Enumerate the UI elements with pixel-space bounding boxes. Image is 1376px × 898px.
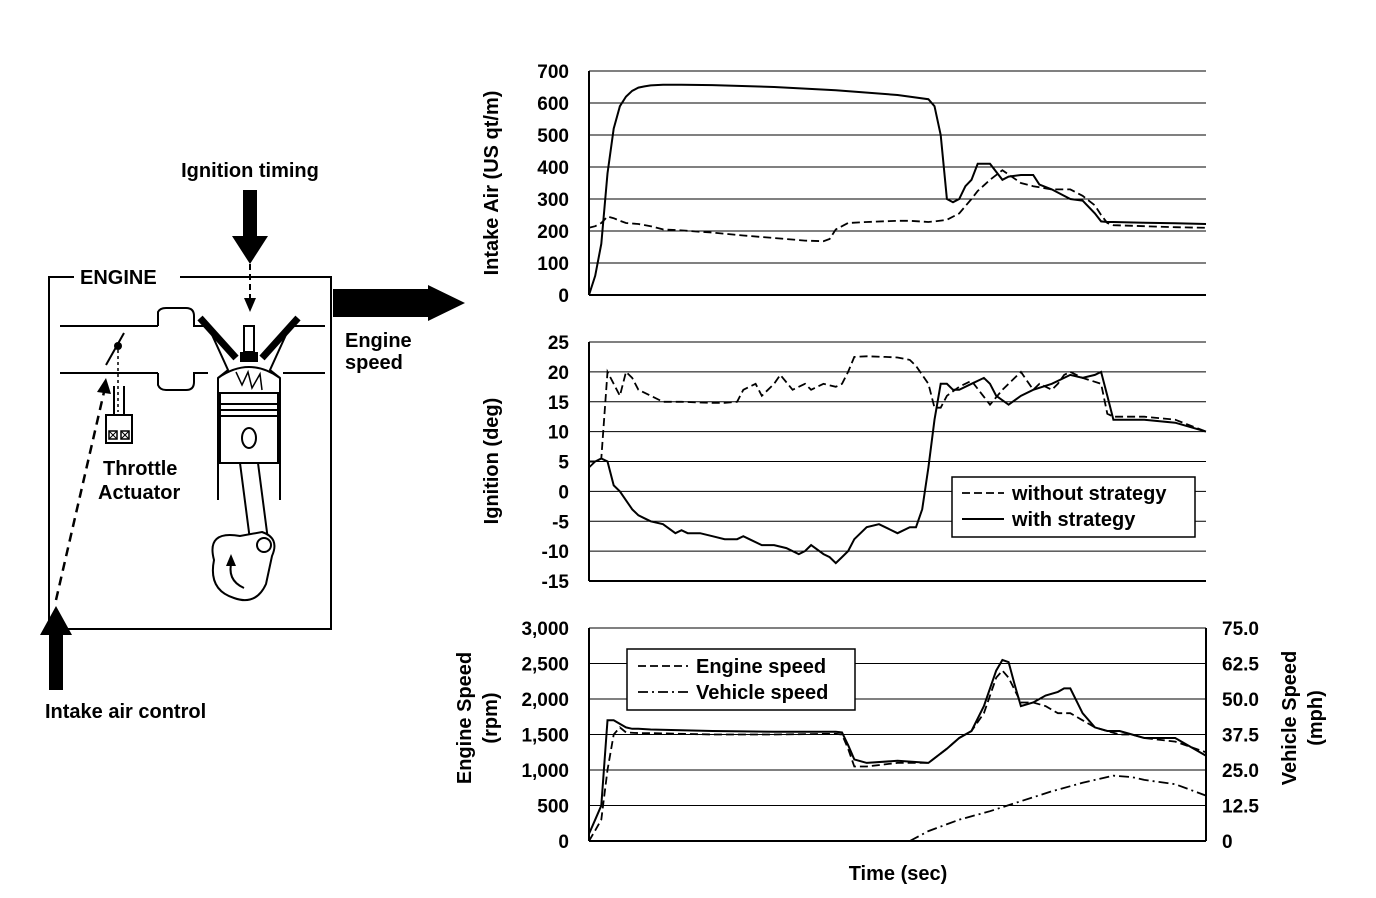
intake-dashed-line [54, 391, 106, 601]
y-tick-label: 100 [537, 254, 569, 275]
engine-speed-ylabel-line1: Engine Speed [454, 652, 476, 784]
speed-legend: Engine speed Vehicle speed [626, 648, 856, 711]
ignition-timing-label: Ignition timing [181, 160, 319, 182]
y-tick-label: 200 [537, 222, 569, 243]
y2-tick-label: 37.5 [1222, 726, 1259, 747]
y-tick-label: 20 [548, 363, 569, 384]
speed-chart: 0 500 1,000 1,500 2,000 2,500 3,000 0 12.5 25.0 3… [454, 619, 1327, 885]
engine-label: ENGINE [80, 267, 157, 289]
y-tick-label: 1,000 [521, 761, 569, 782]
y-tick-label: 2,000 [521, 690, 569, 711]
y-tick-label: 1,500 [521, 726, 569, 747]
legend-engine-speed: Engine speed [696, 656, 826, 678]
y-tick-label: -15 [542, 572, 570, 593]
y-tick-label: 25 [548, 333, 570, 354]
y-tick-label: -10 [542, 542, 569, 563]
time-xlabel: Time (sec) [849, 863, 948, 885]
throttle-label-1: Throttle [103, 458, 177, 480]
y-tick-label: 600 [537, 94, 569, 115]
intake-air-control-label: Intake air control [45, 701, 206, 723]
engine-speed-label-1: Engine [345, 330, 412, 352]
intake-arrow-shaft [49, 635, 63, 690]
engine-speed-ylabel-line2: (rpm) [480, 692, 502, 743]
y2-tick-label: 62.5 [1222, 655, 1259, 676]
series-line-0-0 [588, 83, 1207, 296]
y-tick-label: 10 [548, 423, 569, 444]
ignition-legend: without strategy with strategy [951, 476, 1196, 538]
y-tick-label: 700 [537, 62, 569, 83]
y-tick-label: 3,000 [521, 619, 569, 640]
y-tick-label: 500 [537, 126, 569, 147]
series-line-2-2 [909, 774, 1207, 842]
intake-dashed-arrowhead-icon [97, 378, 111, 394]
engine-speed-label-2: speed [345, 352, 403, 374]
y-tick-label: 0 [558, 482, 569, 503]
y-tick-label: 0 [558, 832, 569, 853]
series-line-0-1 [588, 169, 1207, 243]
ignition-ylabel: Ignition (deg) [481, 398, 503, 525]
y2-tick-label: 12.5 [1222, 797, 1259, 818]
y2-tick-label: 75.0 [1222, 619, 1259, 640]
y2-tick-label: 50.0 [1222, 690, 1259, 711]
engine-speed-arrow-icon [333, 285, 465, 321]
y-tick-label: 300 [537, 190, 569, 211]
intake-air-chart: 0 100 200 300 400 500 600 700 Intake Air (US qt… [481, 62, 1207, 307]
vehicle-speed-ylabel-line1: Vehicle Speed [1279, 651, 1301, 786]
series-line-2-1 [588, 669, 1207, 842]
y-tick-label: 500 [537, 797, 569, 818]
throttle-actuator-icon [105, 332, 133, 444]
legend-without-strategy: without strategy [1011, 483, 1167, 505]
y-tick-label: 0 [558, 286, 569, 307]
y2-tick-label: 0 [1222, 832, 1233, 853]
engine-box [48, 276, 332, 630]
intake-air-ylabel: Intake Air (US qt/m) [481, 91, 503, 276]
series-line-1-0 [588, 355, 1207, 469]
legend-with-strategy: with strategy [1011, 509, 1136, 531]
engine-icon [197, 315, 301, 602]
y-tick-label: -5 [552, 512, 569, 533]
y-tick-label: 400 [537, 158, 569, 179]
ignition-arrow-icon [232, 190, 268, 264]
intake-arrow-icon [40, 606, 72, 662]
intake-pipe [60, 307, 325, 391]
throttle-label-2: Actuator [98, 482, 180, 504]
engine-label-bg [74, 265, 180, 289]
y2-tick-label: 25.0 [1222, 761, 1259, 782]
vehicle-speed-ylabel-line2: (mph) [1305, 690, 1327, 746]
y-tick-label: 5 [558, 453, 569, 474]
legend-vehicle-speed: Vehicle speed [696, 682, 828, 704]
series-line-1-1 [589, 370, 1207, 565]
ignition-dashed-arrowhead-icon [244, 298, 256, 312]
engine-diagram: Ignition timing ENGINE [40, 160, 465, 723]
y-tick-label: 15 [548, 393, 570, 414]
ignition-chart: -15 -10 -5 0 5 10 15 20 25 Ignition (deg) withou… [481, 333, 1207, 593]
y-tick-label: 2,500 [521, 655, 569, 676]
